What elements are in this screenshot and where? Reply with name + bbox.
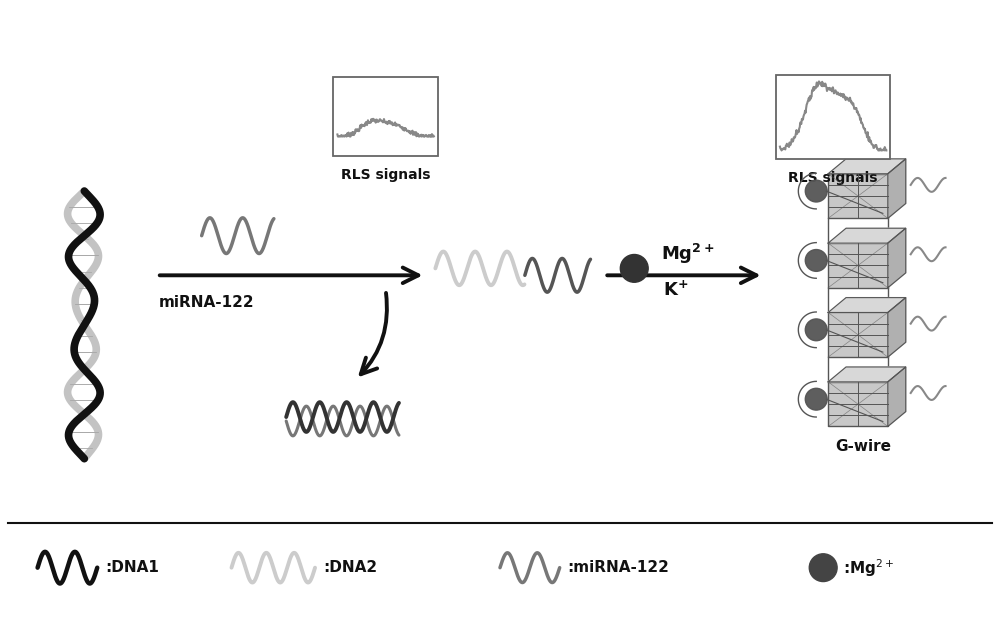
Polygon shape — [888, 298, 906, 357]
Circle shape — [805, 388, 827, 410]
Text: $\mathbf{K^{+}}$: $\mathbf{K^{+}}$ — [663, 280, 688, 300]
Circle shape — [805, 319, 827, 341]
Circle shape — [805, 249, 827, 272]
FancyBboxPatch shape — [333, 77, 438, 156]
FancyBboxPatch shape — [828, 174, 888, 218]
Text: $\mathbf{Mg^{2+}}$: $\mathbf{Mg^{2+}}$ — [661, 241, 715, 265]
Text: :Mg$^{2+}$: :Mg$^{2+}$ — [843, 557, 894, 578]
Circle shape — [805, 180, 827, 202]
Text: :DNA2: :DNA2 — [323, 560, 377, 575]
FancyBboxPatch shape — [828, 382, 888, 427]
FancyBboxPatch shape — [828, 243, 888, 288]
Polygon shape — [888, 228, 906, 288]
Polygon shape — [828, 367, 906, 382]
Text: G-wire: G-wire — [835, 439, 891, 454]
Polygon shape — [888, 159, 906, 218]
FancyBboxPatch shape — [776, 74, 890, 159]
Text: RLS signals: RLS signals — [341, 168, 430, 182]
Polygon shape — [828, 298, 906, 312]
Circle shape — [809, 554, 837, 582]
Text: :DNA1: :DNA1 — [105, 560, 159, 575]
Polygon shape — [828, 159, 906, 174]
Text: miRNA-122: miRNA-122 — [159, 294, 254, 309]
Text: RLS signals: RLS signals — [788, 170, 878, 185]
Polygon shape — [888, 367, 906, 427]
Polygon shape — [828, 228, 906, 243]
Circle shape — [620, 254, 648, 282]
FancyBboxPatch shape — [828, 312, 888, 357]
Text: :miRNA-122: :miRNA-122 — [568, 560, 669, 575]
